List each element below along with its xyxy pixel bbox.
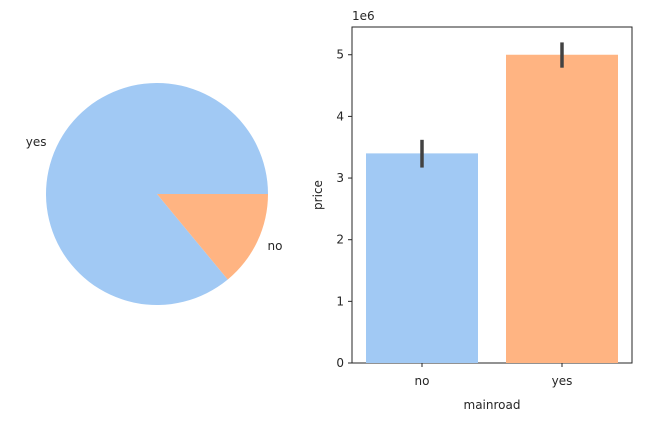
plot-frame xyxy=(351,26,633,364)
bar-chart: 0 1 2 3 4 5 no yes 1e6 price mainroad xyxy=(311,9,633,412)
y-tick-label: 5 xyxy=(336,48,344,62)
x-tick-label-yes: yes xyxy=(552,374,573,388)
pie-label-no: no xyxy=(267,239,282,253)
x-axis-label: mainroad xyxy=(464,398,521,412)
y-tick-label: 0 xyxy=(336,356,344,370)
x-tick-label-no: no xyxy=(415,374,430,388)
y-scale-label: 1e6 xyxy=(352,9,375,23)
y-tick-label: 3 xyxy=(336,171,344,185)
y-tick-label: 4 xyxy=(336,109,344,123)
pie-chart: yes no xyxy=(26,83,282,306)
pie-slice-no xyxy=(157,194,268,280)
bar-yes xyxy=(506,54,618,364)
y-axis-label: price xyxy=(311,180,325,210)
y-tick-label: 2 xyxy=(336,233,344,247)
pie-label-yes: yes xyxy=(26,135,47,149)
bar-no xyxy=(366,153,478,363)
y-tick-label: 1 xyxy=(336,294,344,308)
